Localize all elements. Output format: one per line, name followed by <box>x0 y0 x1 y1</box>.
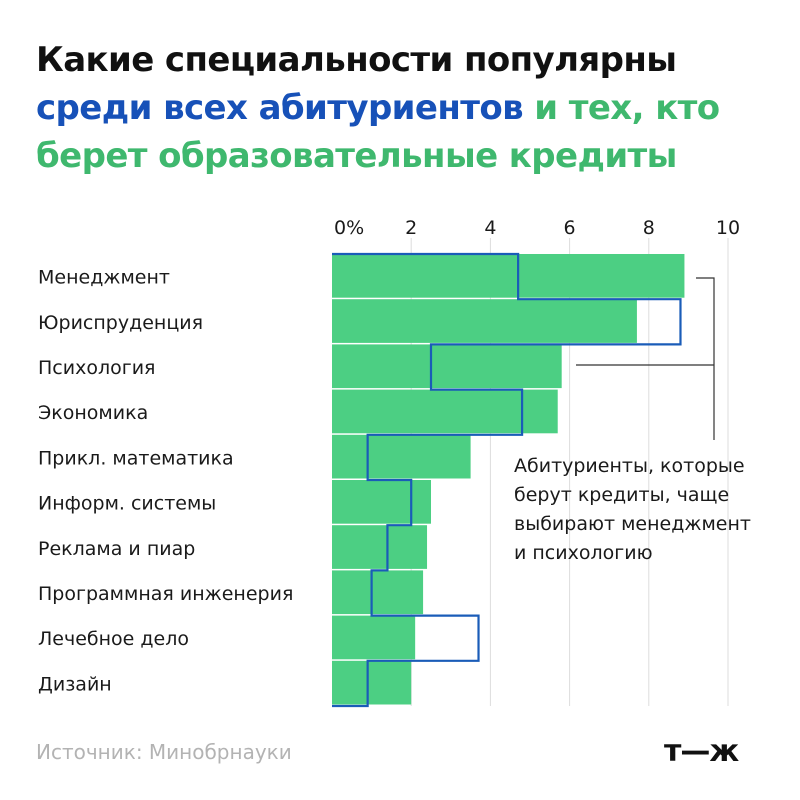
bar <box>332 344 562 389</box>
chart-title: Какие специальности популярны среди всех… <box>36 36 776 180</box>
annotation-bracket <box>696 277 715 440</box>
bar <box>332 570 424 615</box>
bar <box>332 389 558 434</box>
x-tick-label: 8 <box>643 217 655 239</box>
bar <box>332 254 685 298</box>
bar <box>332 525 428 569</box>
chart-annotation: Абитуриенты, которые берут кредиты, чаще… <box>514 455 751 564</box>
category-label: Лечебное дело <box>38 628 189 650</box>
title-line-2: среди всех абитуриентов и тех, кто <box>36 84 776 132</box>
bar <box>332 615 416 660</box>
category-label: Прикл. математика <box>38 447 234 469</box>
x-tick-label: 4 <box>484 217 496 239</box>
category-label: Экономика <box>38 402 148 424</box>
x-tick-label: 0% <box>334 217 364 239</box>
bar <box>332 299 637 343</box>
outline-series <box>332 252 682 708</box>
title-blue-part: среди всех абитуриентов <box>36 88 524 128</box>
x-tick-label: 2 <box>405 217 417 239</box>
title-line-1: Какие специальности популярны <box>36 40 677 80</box>
category-label: Реклама и пиар <box>38 538 195 560</box>
category-label: Программная инженерия <box>38 583 293 605</box>
title-line-3: берет образовательные кредиты <box>36 136 677 176</box>
title-green-part: и тех, кто <box>523 88 720 128</box>
x-tick-label: 10 <box>716 217 740 239</box>
category-label: Дизайн <box>38 673 112 695</box>
bar <box>332 434 471 479</box>
x-tick-label: 6 <box>564 217 576 239</box>
bar <box>332 480 431 524</box>
category-label: Юриспруденция <box>38 312 203 334</box>
brand-logo: т—ж <box>664 734 739 769</box>
category-label: Психология <box>38 357 155 379</box>
category-label: Информ. системы <box>38 493 216 515</box>
bar <box>332 660 412 705</box>
source-text: Источник: Минобрнауки <box>36 740 292 764</box>
category-label: Менеджмент <box>38 267 170 289</box>
